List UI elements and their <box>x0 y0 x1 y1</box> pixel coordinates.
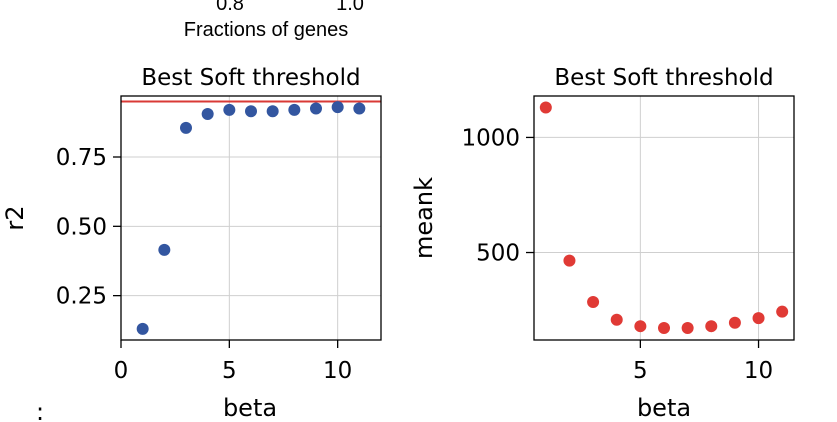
header-tick-right: 1.0 <box>336 0 364 15</box>
y-ticks-right: 500 1000 <box>461 125 534 267</box>
data-point <box>136 322 149 335</box>
chart-title-left: Best Soft threshold <box>141 65 360 91</box>
data-point <box>705 320 718 333</box>
data-point <box>310 102 322 115</box>
data-point <box>245 105 257 118</box>
y-ticks-left: 0.25 0.50 0.75 <box>56 145 121 310</box>
points-meank <box>539 101 789 335</box>
data-point <box>563 254 576 267</box>
x-axis-label-left: beta <box>223 394 277 422</box>
y-axis-label-left: r2 <box>1 205 29 230</box>
data-point <box>539 101 552 114</box>
y-axis-label-right: meank <box>410 177 438 259</box>
chart-panel-meank: Best Soft threshold 5 10 500 1000 beta mea… <box>410 65 795 422</box>
x-ticks-right: 5 10 <box>633 340 773 384</box>
chart-panel-r2: Best Soft threshold 0 5 10 0.25 0.50 0.75 be… <box>1 65 382 422</box>
data-point <box>634 320 647 333</box>
chart-title-right: Best Soft threshold <box>554 65 773 91</box>
y-tick-label: 0.50 <box>56 214 107 240</box>
data-point <box>331 101 344 114</box>
data-point <box>223 103 236 116</box>
data-point <box>266 105 279 118</box>
plot-frame-left <box>120 95 382 341</box>
data-point <box>353 102 366 115</box>
data-point <box>728 316 741 329</box>
x-tick-label: 10 <box>323 358 352 384</box>
y-tick-label: 1000 <box>461 125 520 151</box>
data-point <box>658 322 670 335</box>
y-tick-label: 0.75 <box>56 145 107 171</box>
header-axis-label: Fractions of genes <box>184 19 349 41</box>
data-point <box>180 121 192 134</box>
data-point <box>587 296 600 309</box>
data-point <box>752 312 765 325</box>
data-point <box>776 305 789 318</box>
x-tick-label: 10 <box>744 358 773 384</box>
data-point <box>201 108 214 121</box>
stray-colon-mark: : <box>36 398 44 422</box>
y-tick-label: 500 <box>476 241 520 267</box>
grid-right <box>534 96 794 340</box>
x-tick-label: 0 <box>114 358 129 384</box>
data-point <box>288 103 301 116</box>
plot-frame-right <box>533 95 795 341</box>
data-point <box>610 313 623 326</box>
x-ticks-left: 0 5 10 <box>114 340 352 384</box>
x-tick-label: 5 <box>222 358 237 384</box>
header-tick-left: 0.8 <box>216 0 244 15</box>
y-tick-label: 0.25 <box>56 284 107 310</box>
data-point <box>158 243 171 256</box>
points-r2 <box>136 101 366 335</box>
x-tick-label: 5 <box>633 358 648 384</box>
x-axis-label-right: beta <box>637 394 691 422</box>
data-point <box>681 322 694 335</box>
grid-left <box>120 96 381 340</box>
